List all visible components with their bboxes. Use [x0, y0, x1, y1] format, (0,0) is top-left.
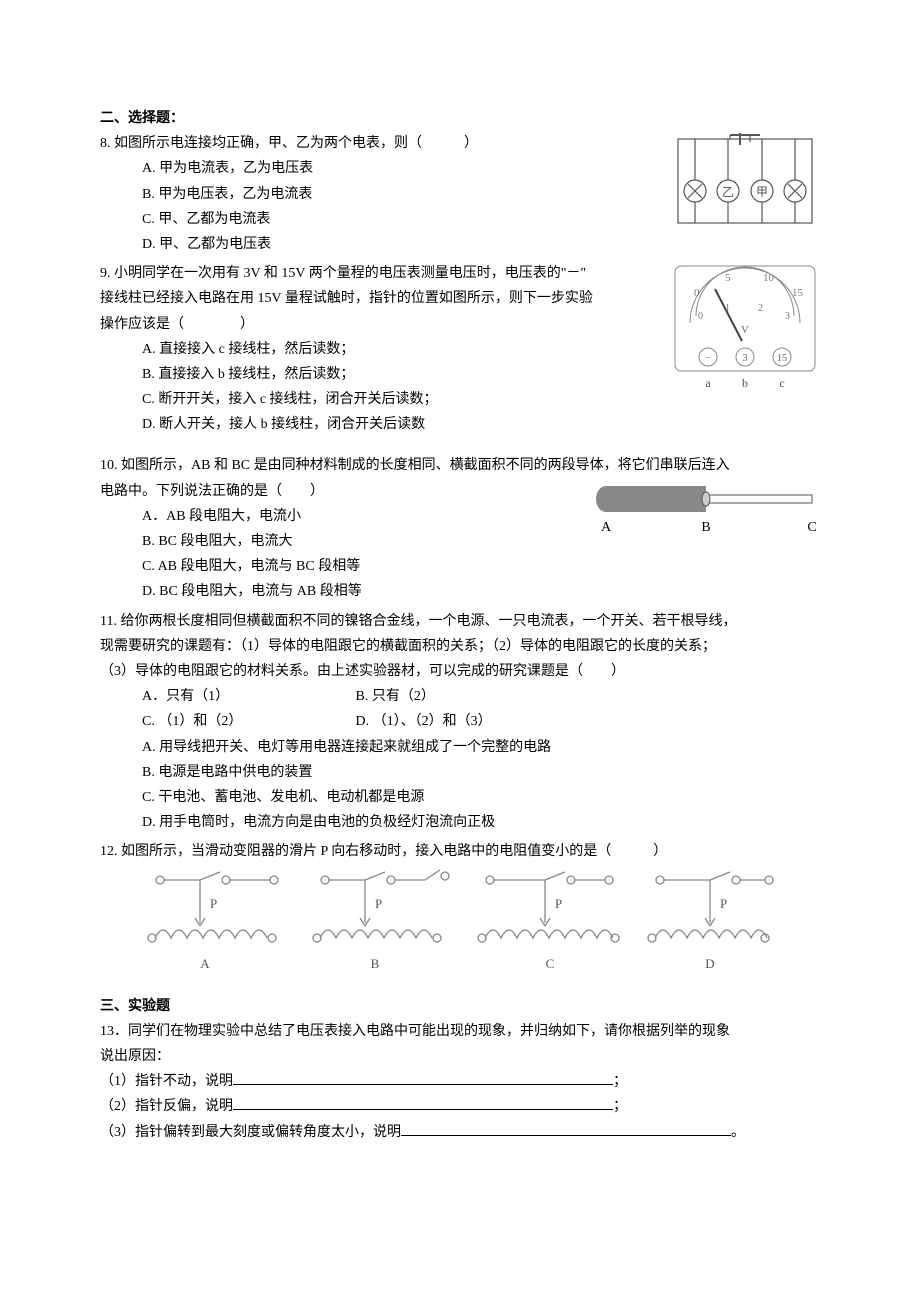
svg-text:甲: 甲 — [756, 185, 768, 199]
question-11: 11. 给你两根长度相同但横截面积不同的镍铬合金线，一个电源、一只电流表，一个开… — [100, 609, 820, 836]
q10-stem-1: 10. 如图所示，AB 和 BC 是由同种材料制成的长度相同、横截面积不同的两段… — [100, 453, 820, 478]
svg-text:P: P — [720, 896, 727, 911]
q9-stem-1: 9. 小明同学在一次用有 3V 和 15V 两个量程的电压表测量电压时，电压表的… — [100, 261, 658, 286]
q10-stem-2: 电路中。下列说法正确的是（ ） — [100, 479, 578, 504]
q11-stem-3: （3）导体的电阻跟它的材料关系。由上述实验器材，可以完成的研究课题是（ ） — [100, 659, 820, 684]
svg-text:c: c — [779, 376, 784, 390]
section-3-header: 三、实验题 — [100, 994, 820, 1019]
q10-option-b: B. BC 段电阻大，电流大 — [100, 529, 578, 554]
conductor-icon: A B C — [590, 479, 820, 539]
voltmeter-icon: 0 5 10 15 0 1 2 3 V − 3 15 a b c — [670, 261, 820, 391]
q12-figure: P P P P A B C D — [140, 868, 820, 987]
q9-option-c: C. 断开开关，接入 c 接线柱，闭合开关后读数； — [100, 387, 658, 412]
svg-text:1: 1 — [725, 303, 730, 314]
svg-text:0: 0 — [694, 287, 700, 299]
question-8: 8. 如图所示电连接均正确，甲、乙为两个电表，则（ ） A. 甲为电流表，乙为电… — [100, 131, 820, 257]
svg-text:5: 5 — [725, 272, 731, 284]
q11-extra-a: A. 用导线把开关、电灯等用电器连接起来就组成了一个完整的电路 — [100, 735, 820, 760]
q8-option-a: A. 甲为电流表，乙为电压表 — [100, 156, 658, 181]
q13-stem-1: 13．同学们在物理实验中总结了电压表接入电路中可能出现的现象，并归纳如下，请你根… — [100, 1019, 820, 1044]
svg-text:P: P — [375, 896, 382, 911]
svg-text:P: P — [555, 896, 562, 911]
q10-option-c: C. AB 段电阻大，电流与 BC 段相等 — [100, 554, 578, 579]
q11-extra-c: C. 干电池、蓄电池、发电机、电动机都是电源 — [100, 785, 820, 810]
svg-text:C: C — [807, 520, 816, 535]
svg-text:a: a — [705, 376, 711, 390]
svg-text:b: b — [742, 376, 748, 390]
q9-option-a: A. 直接接入 c 接线柱，然后读数； — [100, 337, 658, 362]
question-13: 13．同学们在物理实验中总结了电压表接入电路中可能出现的现象，并归纳如下，请你根… — [100, 1019, 820, 1145]
svg-text:C: C — [546, 956, 555, 971]
q13-item-3: （3）指针偏转到最大刻度或偏转角度太小，说明 。 — [100, 1120, 820, 1145]
q11-extra-d: D. 用手电筒时，电流方向是由电池的负极经灯泡流向正极 — [100, 810, 820, 835]
q9-figure: 0 5 10 15 0 1 2 3 V − 3 15 a b c — [670, 261, 820, 400]
svg-text:0: 0 — [698, 311, 703, 322]
q12-stem: 12. 如图所示，当滑动变阻器的滑片 P 向右移动时，接入电路中的电阻值变小的是… — [100, 839, 820, 864]
q11-stem-1: 11. 给你两根长度相同但横截面积不同的镍铬合金线，一个电源、一只电流表，一个开… — [100, 609, 820, 634]
svg-text:10: 10 — [763, 272, 775, 284]
q8-figure: 乙 甲 — [670, 131, 820, 240]
q9-stem-2: 接线柱已经接入电路在用 15V 量程试触时，指针的位置如图所示，则下一步实验 — [100, 286, 658, 311]
question-12: 12. 如图所示，当滑动变阻器的滑片 P 向右移动时，接入电路中的电阻值变小的是… — [100, 839, 820, 987]
q13-i2-label: （2）指针反偏，说明 — [100, 1099, 233, 1114]
q13-i1-label: （1）指针不动，说明 — [100, 1074, 233, 1089]
q11-option-c: C. （1）和（2） — [100, 709, 310, 734]
svg-text:B: B — [371, 956, 380, 971]
svg-text:B: B — [701, 520, 710, 535]
svg-text:V: V — [741, 324, 749, 336]
q11-stem-2: 现需要研究的课题有：（1）导体的电阻跟它的横截面积的关系；（2）导体的电阻跟它的… — [100, 634, 820, 659]
q9-option-d: D. 断人开关，接人 b 接线柱，闭合开关后读数 — [100, 412, 658, 437]
q13-item-1: （1）指针不动，说明 ； — [100, 1069, 820, 1094]
q13-blank-1 — [233, 1071, 613, 1085]
q11-option-d: D. （1）、（2）和（3） — [314, 709, 524, 734]
svg-text:D: D — [705, 956, 714, 971]
q10-option-d: D. BC 段电阻大，电流与 AB 段相等 — [100, 579, 578, 604]
svg-text:−: − — [705, 353, 711, 364]
q8-option-d: D. 甲、乙都为电压表 — [100, 232, 658, 257]
rheostat-row-icon: P P P P A B C D — [140, 868, 780, 978]
question-10: 10. 如图所示，AB 和 BC 是由同种材料制成的长度相同、横截面积不同的两段… — [100, 453, 820, 604]
q11-option-a: A．只有（1） — [100, 684, 310, 709]
svg-text:15: 15 — [792, 287, 804, 299]
svg-text:乙: 乙 — [722, 185, 734, 199]
q8-option-b: B. 甲为电压表，乙为电流表 — [100, 182, 658, 207]
q9-stem-3: 操作应该是（ ） — [100, 312, 658, 337]
svg-text:A: A — [200, 956, 210, 971]
question-9: 9. 小明同学在一次用有 3V 和 15V 两个量程的电压表测量电压时，电压表的… — [100, 261, 820, 437]
q10-option-a: A．AB 段电阻大，电流小 — [100, 504, 578, 529]
svg-text:3: 3 — [785, 311, 790, 322]
q13-i2-tail: ； — [613, 1099, 627, 1114]
q9-option-b: B. 直接接入 b 接线柱，然后读数； — [100, 362, 658, 387]
q13-stem-2: 说出原因： — [100, 1044, 820, 1069]
svg-text:3: 3 — [743, 353, 748, 364]
q13-blank-3 — [401, 1122, 731, 1136]
section-2-header: 二、选择题： — [100, 106, 820, 131]
q13-i1-tail: ； — [613, 1074, 627, 1089]
circuit-parallel-icon: 乙 甲 — [670, 131, 820, 231]
svg-text:2: 2 — [758, 303, 763, 314]
q10-figure: A B C — [590, 479, 820, 548]
q11-extra-b: B. 电源是电路中供电的装置 — [100, 760, 820, 785]
q13-i3-tail: 。 — [731, 1125, 745, 1140]
q13-i3-label: （3）指针偏转到最大刻度或偏转角度太小，说明 — [100, 1125, 401, 1140]
q11-option-b: B. 只有（2） — [314, 684, 524, 709]
svg-text:A: A — [601, 520, 612, 535]
q13-item-2: （2）指针反偏，说明 ； — [100, 1094, 820, 1119]
svg-text:15: 15 — [777, 353, 787, 364]
q8-stem: 8. 如图所示电连接均正确，甲、乙为两个电表，则（ ） — [100, 131, 658, 156]
q8-option-c: C. 甲、乙都为电流表 — [100, 207, 658, 232]
q13-blank-2 — [233, 1096, 613, 1110]
svg-text:P: P — [210, 896, 217, 911]
